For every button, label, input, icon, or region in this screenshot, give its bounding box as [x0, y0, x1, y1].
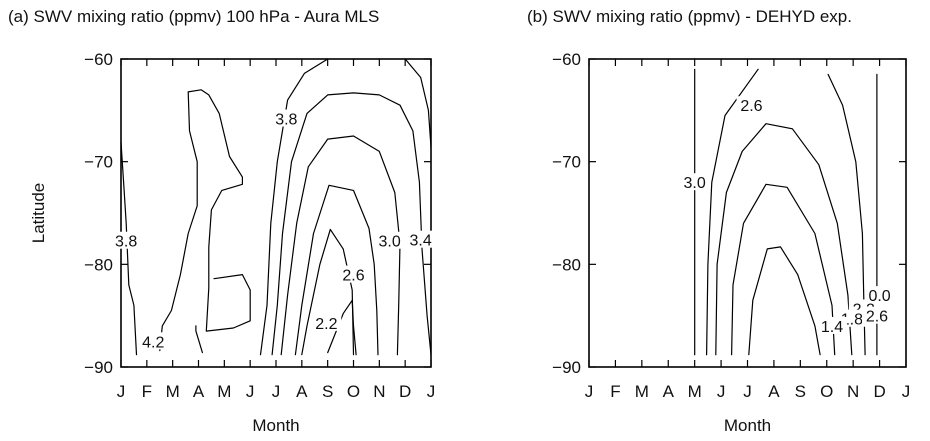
y-tick-label: −60	[552, 50, 581, 69]
contour-label-bg	[311, 313, 342, 331]
y-tick-label: −80	[552, 255, 581, 274]
contour-label-bg	[817, 316, 847, 334]
contour-line-3-8	[195, 325, 203, 354]
contour-label: 2.6	[740, 98, 762, 115]
contour-label-bg	[679, 173, 710, 191]
contour-label-bg	[138, 332, 169, 350]
x-tick-label: D	[873, 382, 885, 401]
contour-label-bg	[271, 109, 302, 127]
contour-line-2-2	[715, 123, 853, 356]
x-tick-label: F	[610, 382, 620, 401]
x-tick-label: J	[117, 382, 126, 401]
x-tick-label: J	[717, 382, 726, 401]
x-tick-label: M	[217, 382, 231, 401]
y-tick-label: −90	[552, 358, 581, 377]
x-tick-label: S	[795, 382, 806, 401]
contour-line-4-2	[159, 89, 251, 352]
contour-label-bg	[374, 231, 405, 249]
x-tick-label: A	[663, 382, 675, 401]
x-tick-label: M	[166, 382, 180, 401]
contour-line-2-6	[705, 68, 759, 356]
contour-line-2-2	[301, 228, 355, 356]
contour-label: 3.0	[379, 234, 401, 251]
x-tick-label: F	[142, 382, 152, 401]
panel-a: (a) SWV mixing ratio (ppmv) 100 hPa - Au…	[8, 7, 436, 435]
x-tick-label: J	[585, 382, 594, 401]
panel-b: (b) SWV mixing ratio (ppmv) - DEHYD exp.…	[527, 7, 910, 435]
x-tick-label: J	[902, 382, 911, 401]
contour-line-3-8	[259, 58, 329, 356]
x-tick-label: M	[688, 382, 702, 401]
contour-label-bg	[111, 231, 142, 249]
x-tick-label: A	[296, 382, 308, 401]
x-tick-label: D	[399, 382, 411, 401]
contour-line-3	[280, 135, 401, 356]
x-tick-label: O	[347, 382, 360, 401]
contour-label-bg	[405, 230, 436, 248]
x-tick-label: N	[847, 382, 859, 401]
contour-label: 3.8	[275, 112, 297, 129]
contour-label: 3.4	[410, 233, 432, 250]
y-tick-label: −60	[84, 50, 113, 69]
contour-label: 2.2	[315, 316, 337, 333]
x-tick-label: M	[635, 382, 649, 401]
x-tick-label: N	[373, 382, 385, 401]
y-tick-label: −90	[84, 358, 113, 377]
contour-line-1-8	[730, 183, 836, 356]
x-tick-label: A	[193, 382, 205, 401]
contour-line-3-8	[404, 58, 432, 148]
y-tick-label: −70	[552, 153, 581, 172]
y-tick-label: −70	[84, 153, 113, 172]
contour-line-2-6	[294, 184, 379, 356]
x-tick-label: J	[743, 382, 752, 401]
contour-label: 0.0	[868, 288, 890, 305]
panel-title: (a) SWV mixing ratio (ppmv) 100 hPa - Au…	[8, 7, 379, 26]
contour-label: 3.8	[115, 234, 137, 251]
contour-label-bg	[862, 306, 892, 324]
contour-label-bg	[864, 286, 895, 304]
x-tick-label: J	[427, 382, 436, 401]
contour-label: 2.6	[866, 309, 888, 326]
x-tick-label: S	[322, 382, 333, 401]
contour-label: 2.6	[342, 268, 364, 285]
contour-label: 1.4	[821, 319, 843, 336]
contour-label-bg	[736, 96, 767, 114]
panel-title: (b) SWV mixing ratio (ppmv) - DEHYD exp.	[527, 7, 852, 26]
x-axis-label: Month	[252, 416, 299, 435]
contour-label: 4.2	[142, 334, 164, 351]
contour-line-4-2	[120, 141, 138, 356]
y-tick-label: −80	[84, 255, 113, 274]
contour-label-bg	[338, 265, 369, 283]
x-tick-label: O	[820, 382, 833, 401]
y-axis-label: Latitude	[29, 183, 48, 244]
contour-label: 3.0	[684, 175, 706, 192]
x-tick-label: J	[272, 382, 281, 401]
x-tick-label: J	[246, 382, 255, 401]
x-axis-label: Month	[724, 416, 771, 435]
contour-line-3-4	[271, 92, 432, 356]
x-tick-label: A	[768, 382, 780, 401]
contour-line-1-4	[748, 246, 821, 356]
